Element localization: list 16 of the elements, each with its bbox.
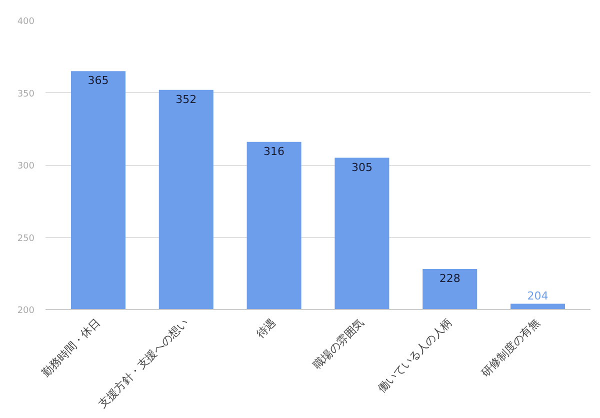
x-tick-label: 待遇 xyxy=(254,316,279,341)
y-tick-label: 250 xyxy=(17,234,35,244)
y-tick-label: 300 xyxy=(17,162,35,172)
x-tick-label: 働いている人の人柄 xyxy=(375,316,454,396)
y-tick-label: 350 xyxy=(17,89,35,100)
data-label: 316 xyxy=(264,144,285,158)
x-tick-label: 勤務時間・休日 xyxy=(39,316,103,380)
data-label: 352 xyxy=(176,92,197,106)
data-label: 365 xyxy=(88,74,109,88)
data-label: 204 xyxy=(527,290,548,303)
data-label: 228 xyxy=(439,272,460,286)
x-tick-label: 研修制度の有無 xyxy=(478,316,542,380)
data-label: 305 xyxy=(351,160,372,174)
x-tick-label: 職場の雰囲気 xyxy=(310,316,367,372)
y-tick-label: 400 xyxy=(17,17,35,27)
y-tick-label: 200 xyxy=(17,306,35,316)
